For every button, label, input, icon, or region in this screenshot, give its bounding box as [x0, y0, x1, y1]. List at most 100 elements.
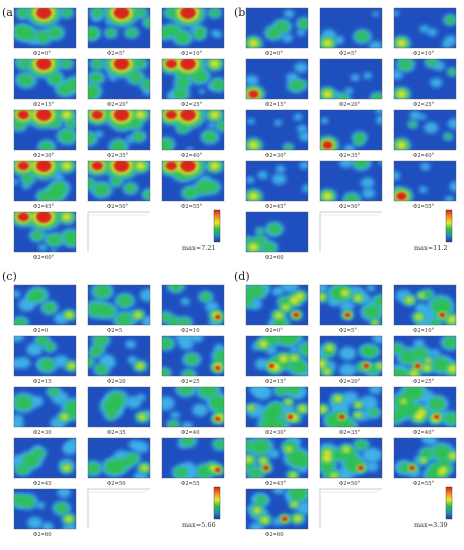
odf-section: Φ2=10	[161, 284, 225, 334]
section-caption: Φ2=60	[265, 255, 284, 261]
odf-section: Φ2=50°	[319, 160, 383, 210]
odf-section: Φ2=60	[245, 211, 309, 261]
color-scale-bar	[445, 209, 453, 243]
panel-label: (c)	[2, 270, 17, 283]
max-intensity-label: max=11.2	[414, 244, 448, 252]
odf-section: Φ2=45	[13, 437, 77, 487]
odf-section: Φ2=30	[13, 386, 77, 436]
odf-section: Φ2=35°	[319, 109, 383, 159]
section-caption: Φ2=15	[33, 379, 52, 385]
section-caption: Φ2=30°	[33, 153, 55, 159]
color-scale-bar	[445, 486, 453, 520]
odf-section: Φ2=45°	[13, 160, 77, 210]
section-caption: Φ2=45°	[265, 481, 287, 487]
section-caption: Φ2=55°	[413, 481, 435, 487]
odf-section: Φ2=30°	[245, 386, 309, 436]
odf-section: Φ2=55°	[393, 437, 457, 487]
odf-section: Φ2=15	[13, 335, 77, 385]
section-caption: Φ2=25°	[413, 379, 435, 385]
section-caption: Φ2=5°	[339, 51, 357, 57]
max-intensity-label: max=7.21	[182, 244, 216, 252]
odf-panel: (d) Φ2=0° Φ2=5° Φ2=10° Φ2=15° Φ2=20° Φ2=25° Φ2=…	[234, 270, 457, 538]
odf-section: Φ2=60	[13, 488, 77, 538]
odf-section: Φ2=40°	[393, 109, 457, 159]
odf-section: Φ2=30°	[245, 109, 309, 159]
section-caption: Φ2=55°	[181, 204, 203, 210]
odf-section: Φ2=55°	[161, 160, 225, 210]
section-caption: Φ2=10°	[181, 51, 203, 57]
odf-panel: (c) Φ2=0 Φ2=5 Φ2=10 Φ2=15 Φ2=20 Φ2=25 Φ2=30 Φ2=3…	[2, 270, 225, 538]
odf-section: Φ2=35°	[319, 386, 383, 436]
odf-section: Φ2=0°	[245, 284, 309, 334]
section-caption: Φ2=40°	[181, 153, 203, 159]
section-caption: Φ2=0°	[33, 51, 51, 57]
odf-section: Φ2=30°	[13, 109, 77, 159]
section-caption: Φ2=40°	[413, 153, 435, 159]
odf-section: Φ2=25°	[393, 58, 457, 108]
section-caption: Φ2=0°	[265, 51, 283, 57]
odf-section: Φ2=10°	[393, 7, 457, 57]
section-caption: Φ2=30°	[265, 153, 287, 159]
section-caption: Φ2=15°	[265, 102, 287, 108]
odf-section: Φ2=25°	[393, 335, 457, 385]
axis-key	[87, 211, 150, 252]
odf-section: Φ2=35°	[87, 109, 151, 159]
odf-section: Φ2=45°	[245, 437, 309, 487]
odf-section: Φ2=10°	[161, 7, 225, 57]
odf-section: Φ2=20°	[319, 58, 383, 108]
section-caption: Φ2=20°	[107, 102, 129, 108]
odf-section: Φ2=40°	[161, 109, 225, 159]
section-caption: Φ2=5°	[339, 328, 357, 334]
odf-section: Φ2=55	[161, 437, 225, 487]
section-caption: Φ2=35°	[107, 153, 129, 159]
odf-section: Φ2=50°	[87, 160, 151, 210]
section-caption: Φ2=30	[33, 430, 52, 436]
section-caption: Φ2=0°	[265, 328, 283, 334]
color-scale-bar	[213, 209, 221, 243]
section-caption: Φ2=35°	[339, 430, 361, 436]
odf-section: Φ2=50°	[319, 437, 383, 487]
odf-section: Φ2=5°	[319, 7, 383, 57]
section-caption: Φ2=35	[107, 430, 126, 436]
odf-section: Φ2=20	[87, 335, 151, 385]
odf-section: Φ2=5°	[87, 7, 151, 57]
section-caption: Φ2=20	[107, 379, 126, 385]
odf-section: Φ2=35	[87, 386, 151, 436]
odf-section: Φ2=40	[161, 386, 225, 436]
odf-section: Φ2=50	[87, 437, 151, 487]
panel-label: (b)	[234, 6, 250, 19]
odf-section: Φ2=40°	[393, 386, 457, 436]
section-caption: Φ2=50°	[339, 204, 361, 210]
odf-section: Φ2=55°	[393, 160, 457, 210]
section-caption: Φ2=10°	[413, 51, 435, 57]
section-caption: Φ2=45	[33, 481, 52, 487]
section-caption: Φ2=45°	[33, 204, 55, 210]
axis-key	[87, 488, 150, 529]
panel-label: (a)	[2, 6, 17, 19]
odf-section: Φ2=15°	[245, 335, 309, 385]
odf-section: Φ2=0°	[13, 7, 77, 57]
section-caption: Φ2=20°	[339, 102, 361, 108]
section-caption: Φ2=55	[181, 481, 200, 487]
odf-section: Φ2=60°	[13, 211, 77, 261]
odf-section: Φ2=20°	[87, 58, 151, 108]
section-caption: Φ2=50°	[339, 481, 361, 487]
section-caption: Φ2=20°	[339, 379, 361, 385]
odf-panel: (a) Φ2=0° Φ2=5° Φ2=10° Φ2=15° Φ2=20° Φ2=25° Φ2=…	[2, 6, 225, 261]
axis-key	[319, 488, 382, 529]
odf-section: Φ2=0°	[245, 7, 309, 57]
odf-section: Φ2=15°	[245, 58, 309, 108]
section-caption: Φ2=30°	[265, 430, 287, 436]
odf-section: Φ2=5	[87, 284, 151, 334]
section-caption: Φ2=25	[181, 379, 200, 385]
section-caption: Φ2=0	[33, 328, 48, 334]
odf-section: Φ2=20°	[319, 335, 383, 385]
section-caption: Φ2=50°	[107, 204, 129, 210]
odf-section: Φ2=60	[245, 488, 309, 538]
section-caption: Φ2=10°	[413, 328, 435, 334]
color-scale-bar	[213, 486, 221, 520]
section-caption: Φ2=50	[107, 481, 126, 487]
axis-key	[319, 211, 382, 252]
odf-section: Φ2=5°	[319, 284, 383, 334]
